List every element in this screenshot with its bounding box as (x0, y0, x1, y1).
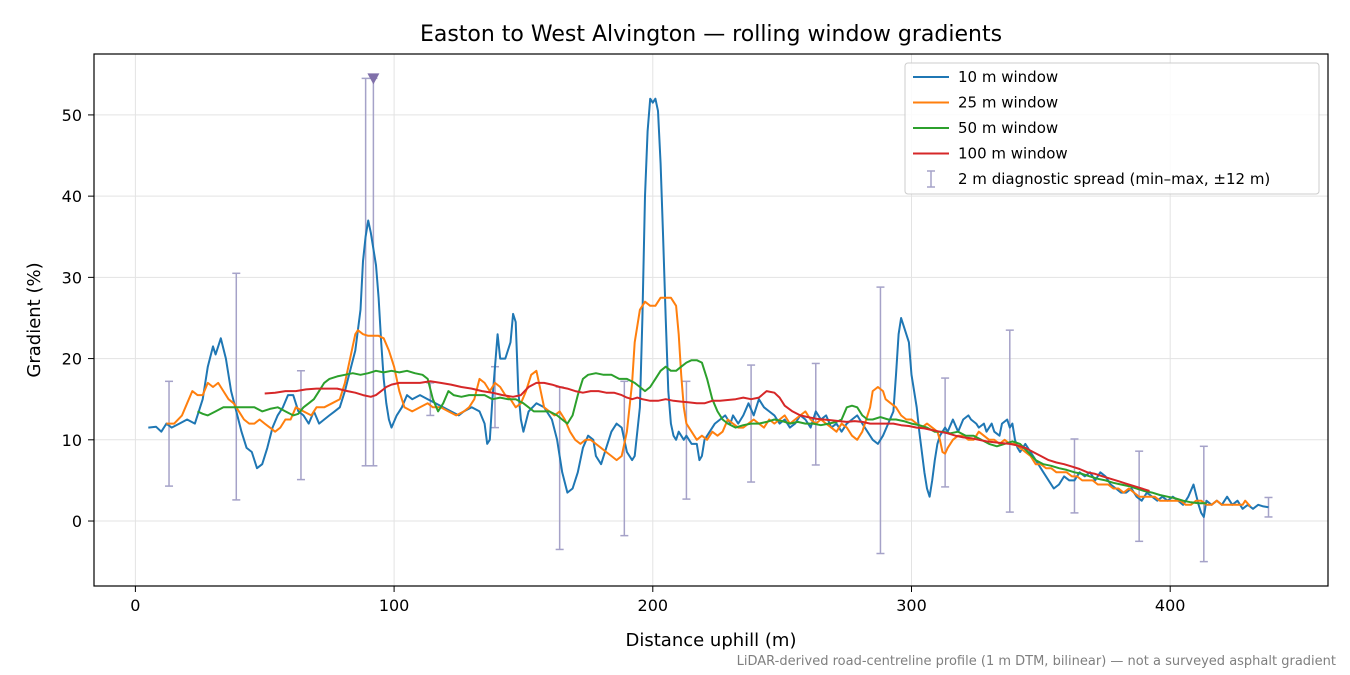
legend-label-errorbars: 2 m diagnostic spread (min–max, ±12 m) (958, 170, 1270, 188)
y-tick-label: 0 (72, 512, 82, 531)
y-tick-label: 50 (62, 106, 82, 125)
y-tick-label: 30 (62, 268, 82, 287)
series-line-4 (264, 380, 1150, 492)
series-line-2 (166, 296, 1252, 508)
x-axis-label: Distance uphill (m) (626, 630, 797, 651)
grid-lines (94, 54, 1328, 586)
errorbar (682, 380, 691, 500)
clip-marker (367, 73, 380, 85)
errorbar (1005, 329, 1014, 513)
legend-label-1: 10 m window (958, 68, 1058, 86)
footnote: LiDAR-derived road-centreline profile (1… (737, 654, 1336, 669)
errorbar (361, 77, 370, 467)
plot-frame (93, 53, 1329, 587)
y-tick-label: 20 (62, 350, 82, 369)
series-line-3 (197, 359, 1207, 505)
x-tick-label: 0 (130, 596, 140, 615)
y-axis-label: Gradient (%) (24, 262, 45, 377)
legend-label-3: 50 m window (958, 119, 1058, 137)
errorbar (232, 272, 241, 501)
errorbar (1264, 496, 1273, 518)
axis-ticks: 0 100 200 300 400 0 10 20 30 40 50 (62, 106, 1186, 615)
legend-box (904, 62, 1320, 195)
legend-label-2: 25 m window (958, 94, 1058, 112)
legend: 10 m window 25 m window 50 m window 100 m w… (904, 62, 1320, 195)
errorbar (620, 380, 629, 537)
y-tick-label: 10 (62, 431, 82, 450)
x-tick-label: 100 (379, 596, 410, 615)
errorbar (296, 370, 305, 481)
y-tick-label: 40 (62, 187, 82, 206)
legend-label-4: 100 m window (958, 145, 1068, 163)
errorbar (876, 286, 885, 555)
x-tick-label: 400 (1155, 596, 1186, 615)
chart-title: Easton to West Alvington — rolling windo… (420, 22, 1002, 47)
errorbar (165, 380, 174, 487)
series-line-1 (148, 97, 1269, 518)
x-tick-label: 200 (638, 596, 669, 615)
x-tick-label: 300 (896, 596, 927, 615)
plot-area (148, 73, 1273, 563)
